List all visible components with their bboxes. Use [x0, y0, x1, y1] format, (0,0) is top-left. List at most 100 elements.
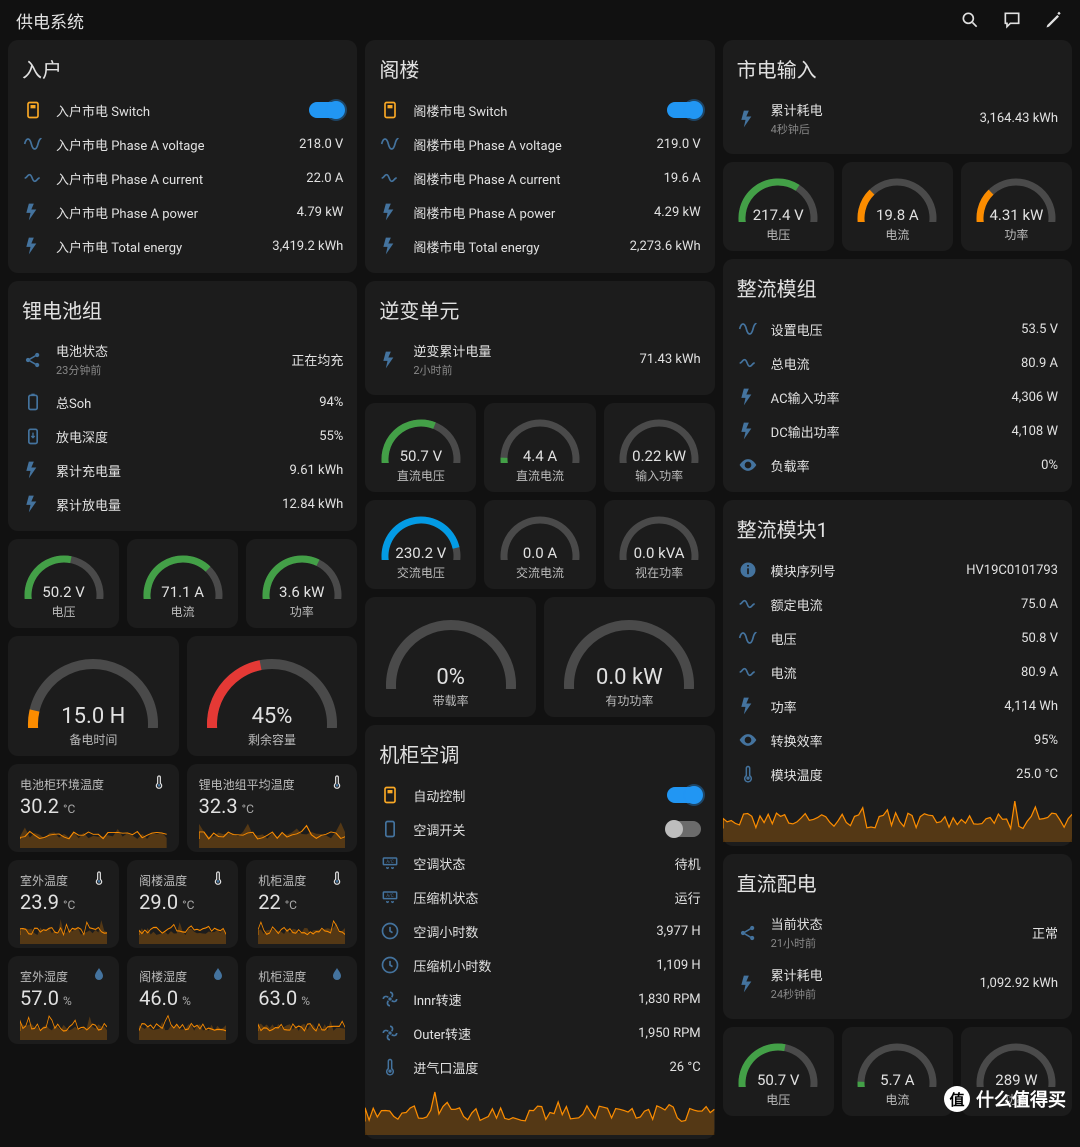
list-item[interactable]: 电池状态23分钟前正在均充	[22, 334, 343, 385]
row-label: 入户市电 Total energy	[56, 237, 260, 256]
list-item[interactable]: 阁楼市电 Phase A current19.6 A	[379, 161, 700, 195]
flash-icon	[379, 202, 401, 222]
gauge-card[interactable]: 50.7 V电压	[723, 1027, 834, 1116]
list-item[interactable]: 入户市电 Total energy3,419.2 kWh	[22, 229, 343, 263]
list-item[interactable]: 累计充电量9.61 kWh	[22, 453, 343, 487]
list-item[interactable]: 累计放电量12.84 kWh	[22, 487, 343, 521]
list-item[interactable]: 放电深度 55%	[22, 419, 343, 453]
gauge-card[interactable]: 4.4 A直流电流	[484, 403, 595, 492]
gauge-card[interactable]: 71.1 A电流	[127, 539, 238, 628]
list-item[interactable]: AC输入功率4,306 W	[737, 380, 1058, 414]
sensor-card[interactable]: 机柜湿度 63.0%	[246, 956, 357, 1044]
toggle-switch[interactable]	[667, 821, 701, 837]
list-item[interactable]: 入户市电 Phase A power4.79 kW	[22, 195, 343, 229]
current-icon	[379, 168, 401, 188]
list-item[interactable]: 入户市电 Switch	[22, 93, 343, 127]
row-sublabel: 2小时前	[413, 362, 627, 378]
gauge-card[interactable]: 4.31 kW功率	[961, 162, 1072, 251]
list-item[interactable]: 空调小时数3,977 H	[379, 914, 700, 948]
list-item[interactable]: 累计耗电24秒钟前1,092.92 kWh	[737, 958, 1058, 1009]
list-item[interactable]: 逆变累计电量2小时前71.43 kWh	[379, 334, 700, 385]
sensor-card[interactable]: 锂电池组平均温度 32.3°C	[187, 764, 358, 852]
flash-icon	[737, 109, 759, 129]
gauge-card[interactable]: 5.7 A电流	[842, 1027, 953, 1116]
list-item[interactable]: 转换效率95%	[737, 723, 1058, 757]
sensor-card[interactable]: 机柜温度 22°C	[246, 860, 357, 948]
list-item[interactable]: 累计耗电4秒钟后3,164.43 kWh	[737, 93, 1058, 144]
list-item[interactable]: 总电流80.9 A	[737, 346, 1058, 380]
card-title: 机柜空调	[379, 739, 700, 768]
list-item[interactable]: Innr转速1,830 RPM	[379, 982, 700, 1016]
row-value: 55%	[319, 429, 343, 444]
row-value: 25.0 °C	[1016, 767, 1058, 782]
list-item[interactable]: 入户市电 Phase A voltage218.0 V	[22, 127, 343, 161]
gauge-card[interactable]: 0.0 kW有功功率	[544, 597, 715, 717]
sensor-card[interactable]: 电池柜环境温度 30.2°C	[8, 764, 179, 852]
meter-icon	[379, 785, 401, 805]
card-title: 锂电池组	[22, 295, 343, 324]
list-item[interactable]: 进气口温度26 °C	[379, 1050, 700, 1084]
search-icon[interactable]	[960, 10, 980, 30]
gauge-label: 备电时间	[69, 731, 117, 748]
list-item[interactable]: 阁楼市电 Phase A power4.29 kW	[379, 195, 700, 229]
list-item[interactable]: 额定电流75.0 A	[737, 587, 1058, 621]
gauge-card[interactable]: 0%带载率	[365, 597, 536, 717]
gauge-card[interactable]: 0.22 kW输入功率	[604, 403, 715, 492]
list-item[interactable]: 阁楼市电 Total energy2,273.6 kWh	[379, 229, 700, 263]
gauge-label: 电流	[885, 226, 909, 243]
gauge-card[interactable]: 0.0 kVA视在功率	[604, 500, 715, 589]
list-item[interactable]: 电压50.8 V	[737, 621, 1058, 655]
row-label: 压缩机小时数	[413, 956, 644, 975]
gauge-card[interactable]: 15.0 H备电时间	[8, 636, 179, 756]
list-item[interactable]: 空调开关	[379, 812, 700, 846]
gauge-card[interactable]: 0.0 A交流电流	[484, 500, 595, 589]
list-item[interactable]: 自动控制	[379, 778, 700, 812]
phone-icon	[379, 819, 401, 839]
sensor-card[interactable]: 阁楼湿度 46.0%	[127, 956, 238, 1044]
gauge-value: 50.7 V	[757, 1071, 800, 1089]
gauge-card[interactable]: 50.7 V直流电压	[365, 403, 476, 492]
page-title: 供电系统	[16, 8, 84, 33]
gauge-card[interactable]: 50.2 V电压	[8, 539, 119, 628]
gauge-card[interactable]: 45%剩余容量	[187, 636, 358, 756]
list-item[interactable]: 入户市电 Phase A current22.0 A	[22, 161, 343, 195]
list-item[interactable]: 压缩机小时数1,109 H	[379, 948, 700, 982]
list-item[interactable]: 阁楼市电 Switch	[379, 93, 700, 127]
toggle-switch[interactable]	[667, 102, 701, 118]
list-item[interactable]: 模块温度25.0 °C	[737, 757, 1058, 791]
gauge-card[interactable]: 217.4 V电压	[723, 162, 834, 251]
sensor-card[interactable]: 室外湿度 57.0%	[8, 956, 119, 1044]
therm-icon	[329, 870, 345, 890]
sensor-card[interactable]: 室外温度 23.9°C	[8, 860, 119, 948]
sensor-card[interactable]: 阁楼温度 29.0°C	[127, 860, 238, 948]
sensor-title: 室外湿度	[20, 968, 68, 985]
column-1: 入户 入户市电 Switch入户市电 Phase A voltage218.0 …	[8, 40, 357, 1139]
list-item[interactable]: 压缩机状态运行	[379, 880, 700, 914]
list-item[interactable]: 设置电压53.5 V	[737, 312, 1058, 346]
gauge-card[interactable]: 3.6 kW功率	[246, 539, 357, 628]
list-item[interactable]: Outer转速1,950 RPM	[379, 1016, 700, 1050]
eye-icon	[737, 730, 759, 750]
list-item[interactable]: 总Soh94%	[22, 385, 343, 419]
gauge-card[interactable]: 230.2 V交流电压	[365, 500, 476, 589]
list-item[interactable]: 模块序列号HV19C0101793	[737, 553, 1058, 587]
row-sublabel: 4秒钟后	[771, 121, 968, 137]
chat-icon[interactable]	[1002, 10, 1022, 30]
list-item[interactable]: 当前状态21小时前正常	[737, 907, 1058, 958]
list-item[interactable]: 功率4,114 Wh	[737, 689, 1058, 723]
list-item[interactable]: 阁楼市电 Phase A voltage219.0 V	[379, 127, 700, 161]
toggle-switch[interactable]	[667, 787, 701, 803]
list-item[interactable]: 空调状态待机	[379, 846, 700, 880]
list-item[interactable]: DC输出功率4,108 W	[737, 414, 1058, 448]
row-label: 逆变累计电量	[413, 341, 627, 360]
list-item[interactable]: 电流80.9 A	[737, 655, 1058, 689]
row-label: 放电深度	[56, 427, 307, 446]
current-icon	[737, 353, 759, 373]
toggle-switch[interactable]	[309, 102, 343, 118]
edit-icon[interactable]	[1044, 10, 1064, 30]
list-item[interactable]: 负载率0%	[737, 448, 1058, 482]
gauge-card[interactable]: 19.8 A电流	[842, 162, 953, 251]
row-label: 入户市电 Phase A power	[56, 203, 285, 222]
share-icon	[22, 350, 44, 370]
gauge-value: 217.4 V	[753, 206, 804, 224]
